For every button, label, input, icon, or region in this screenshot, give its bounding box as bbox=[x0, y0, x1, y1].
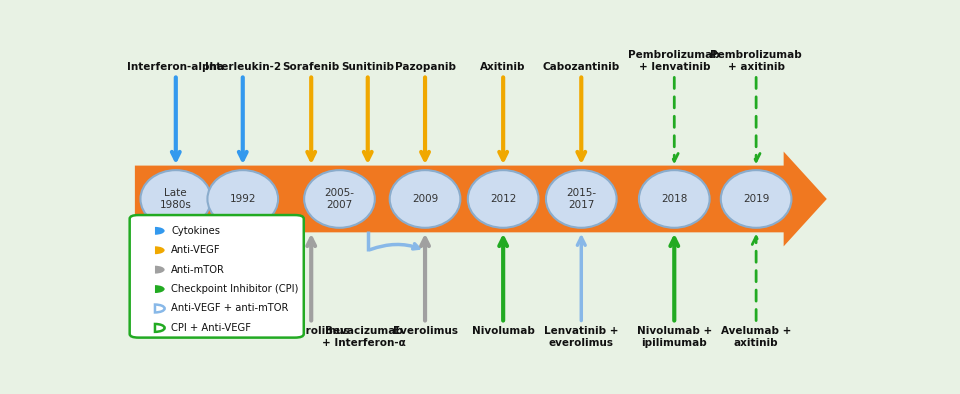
Ellipse shape bbox=[721, 170, 791, 228]
Ellipse shape bbox=[207, 170, 278, 228]
Text: Nivolumab +
ipilimumab: Nivolumab + ipilimumab bbox=[636, 326, 712, 348]
Ellipse shape bbox=[140, 170, 211, 228]
Text: Everolimus: Everolimus bbox=[393, 326, 458, 336]
Text: Sorafenib: Sorafenib bbox=[282, 61, 340, 72]
Text: Lenvatinib +
everolimus: Lenvatinib + everolimus bbox=[544, 326, 618, 348]
FancyArrow shape bbox=[134, 152, 827, 246]
FancyBboxPatch shape bbox=[130, 215, 303, 338]
Wedge shape bbox=[155, 266, 165, 273]
Text: Interferon-alpha: Interferon-alpha bbox=[128, 61, 225, 72]
Text: 1992: 1992 bbox=[229, 194, 256, 204]
Text: Bevacizumab
+ Interferon-α: Bevacizumab + Interferon-α bbox=[323, 326, 406, 348]
Text: Anti-VEGF + anti-mTOR: Anti-VEGF + anti-mTOR bbox=[171, 303, 289, 314]
Text: Cytokines: Cytokines bbox=[171, 226, 221, 236]
Text: 2005-
2007: 2005- 2007 bbox=[324, 188, 354, 210]
Text: Pazopanib: Pazopanib bbox=[395, 61, 456, 72]
Ellipse shape bbox=[546, 170, 616, 228]
Text: Late
1980s: Late 1980s bbox=[160, 188, 192, 210]
Text: Avelumab +
axitinib: Avelumab + axitinib bbox=[721, 326, 791, 348]
Text: Anti-VEGF: Anti-VEGF bbox=[171, 245, 221, 255]
Text: Axitinib: Axitinib bbox=[480, 61, 526, 72]
Text: Cabozantinib: Cabozantinib bbox=[542, 61, 620, 72]
Text: CPI + Anti-VEGF: CPI + Anti-VEGF bbox=[171, 323, 252, 333]
Text: Checkpoint Inhibitor (CPI): Checkpoint Inhibitor (CPI) bbox=[171, 284, 299, 294]
Text: 2012: 2012 bbox=[490, 194, 516, 204]
Text: Sunitinib: Sunitinib bbox=[341, 61, 395, 72]
Text: 2015-
2017: 2015- 2017 bbox=[566, 188, 596, 210]
Wedge shape bbox=[155, 246, 165, 254]
Wedge shape bbox=[155, 285, 165, 293]
Ellipse shape bbox=[390, 170, 461, 228]
Ellipse shape bbox=[304, 170, 374, 228]
Text: Pembrolizumab
+ axitinib: Pembrolizumab + axitinib bbox=[710, 50, 802, 72]
Text: 2009: 2009 bbox=[412, 194, 438, 204]
Text: 2019: 2019 bbox=[743, 194, 769, 204]
Text: 2018: 2018 bbox=[661, 194, 687, 204]
Text: Nivolumab: Nivolumab bbox=[471, 326, 535, 336]
Text: Interleukin-2: Interleukin-2 bbox=[204, 61, 281, 72]
Text: Pembrolizumab
+ lenvatinib: Pembrolizumab + lenvatinib bbox=[629, 50, 720, 72]
Ellipse shape bbox=[468, 170, 539, 228]
Wedge shape bbox=[155, 227, 165, 235]
Text: Temsirolimus: Temsirolimus bbox=[273, 326, 350, 336]
Ellipse shape bbox=[639, 170, 709, 228]
Text: Anti-mTOR: Anti-mTOR bbox=[171, 265, 226, 275]
